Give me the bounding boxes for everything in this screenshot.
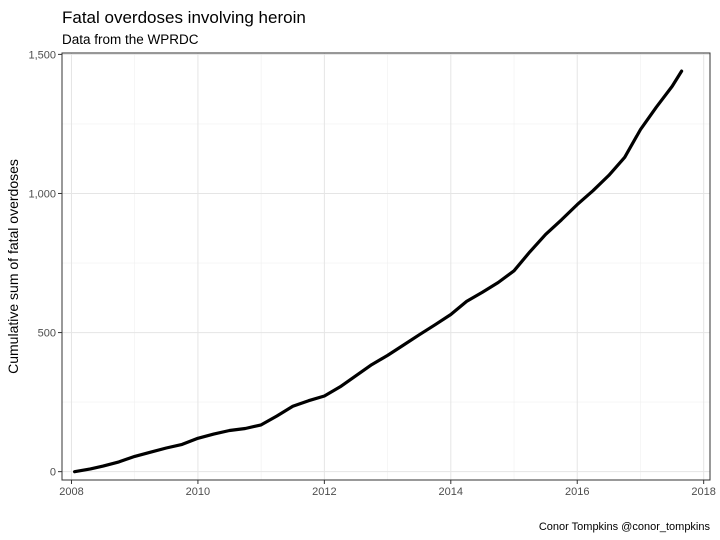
y-tick-label: 1,000 — [28, 188, 56, 200]
x-tick-label: 2012 — [312, 486, 336, 498]
chart-subtitle: Data from the WPRDC — [62, 32, 199, 47]
plot-panel-border — [61, 52, 711, 481]
y-tick-label: 1,500 — [28, 49, 56, 61]
axis-ticks: 2008 2010 2012 2014 2016 2018 0 500 1,000 1,500 — [28, 49, 715, 498]
x-tick-label: 2016 — [565, 486, 589, 498]
y-tick-label: 500 — [38, 328, 56, 340]
x-tick-label: 2018 — [691, 486, 715, 498]
x-tick-label: 2008 — [59, 486, 83, 498]
cumulative-overdose-line — [72, 69, 684, 474]
chart-caption: Conor Tompkins @conor_tompkins — [539, 521, 711, 533]
chart-title: Fatal overdoses involving heroin — [62, 8, 306, 27]
y-tick-label: 0 — [50, 467, 56, 479]
grid-lines — [62, 53, 710, 480]
data-line-layer — [72, 69, 684, 474]
x-tick-label: 2014 — [439, 486, 463, 498]
x-tick-label: 2010 — [186, 486, 210, 498]
y-axis-title: Cumulative sum of fatal overdoses — [5, 159, 21, 374]
